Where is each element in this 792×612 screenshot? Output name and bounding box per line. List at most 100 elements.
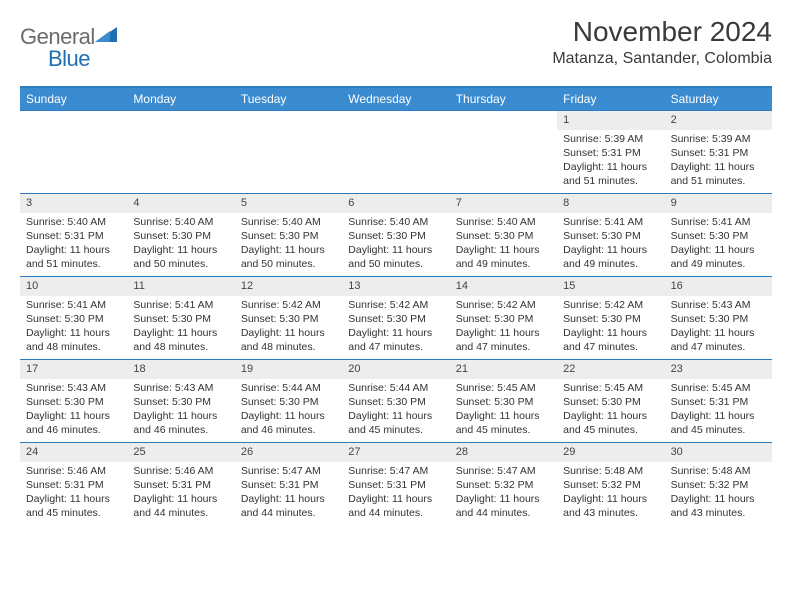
day-body: Sunrise: 5:47 AMSunset: 5:32 PMDaylight:… — [450, 462, 557, 525]
sunset-text: Sunset: 5:31 PM — [241, 478, 336, 492]
day-number: 7 — [450, 194, 557, 213]
day-body: Sunrise: 5:40 AMSunset: 5:30 PMDaylight:… — [450, 213, 557, 276]
daylight-text: Daylight: 11 hours and 44 minutes. — [456, 492, 551, 520]
day-number: 21 — [450, 360, 557, 379]
sunset-text: Sunset: 5:30 PM — [241, 229, 336, 243]
day-cell: 29Sunrise: 5:48 AMSunset: 5:32 PMDayligh… — [557, 443, 664, 525]
day-body: Sunrise: 5:45 AMSunset: 5:31 PMDaylight:… — [665, 379, 772, 442]
day-cell: . — [127, 111, 234, 193]
day-number: 26 — [235, 443, 342, 462]
day-header-wed: Wednesday — [342, 88, 449, 110]
daylight-text: Daylight: 11 hours and 45 minutes. — [456, 409, 551, 437]
daylight-text: Daylight: 11 hours and 45 minutes. — [563, 409, 658, 437]
day-cell: 21Sunrise: 5:45 AMSunset: 5:30 PMDayligh… — [450, 360, 557, 442]
day-number: 20 — [342, 360, 449, 379]
calendar-page: General November 2024 Matanza, Santander… — [0, 0, 792, 541]
week-row: 3 Sunrise: 5:40 AM Sunset: 5:31 PM Daylight… — [20, 193, 772, 276]
sunset-text: Sunset: 5:30 PM — [26, 312, 121, 326]
sunset-text: Sunset: 5:30 PM — [348, 312, 443, 326]
day-body: Sunrise: 5:42 AMSunset: 5:30 PMDaylight:… — [342, 296, 449, 359]
day-number: 22 — [557, 360, 664, 379]
day-body: Sunrise: 5:47 AMSunset: 5:31 PMDaylight:… — [342, 462, 449, 525]
daylight-text: Daylight: 11 hours and 51 minutes. — [671, 160, 766, 188]
day-number: 3 — [20, 194, 127, 213]
day-cell: 9Sunrise: 5:41 AMSunset: 5:30 PMDaylight… — [665, 194, 772, 276]
day-body: Sunrise: 5:43 AMSunset: 5:30 PMDaylight:… — [20, 379, 127, 442]
sunset-text: Sunset: 5:32 PM — [671, 478, 766, 492]
day-body: Sunrise: 5:44 AMSunset: 5:30 PMDaylight:… — [235, 379, 342, 442]
day-number: 19 — [235, 360, 342, 379]
title-block: November 2024 Matanza, Santander, Colomb… — [552, 16, 772, 68]
sunset-text: Sunset: 5:32 PM — [456, 478, 551, 492]
sunrise-text: Sunrise: 5:42 AM — [563, 298, 658, 312]
daylight-text: Daylight: 11 hours and 44 minutes. — [241, 492, 336, 520]
day-cell: 2Sunrise: 5:39 AMSunset: 5:31 PMDaylight… — [665, 111, 772, 193]
daylight-text: Daylight: 11 hours and 50 minutes. — [133, 243, 228, 271]
day-cell: 18Sunrise: 5:43 AMSunset: 5:30 PMDayligh… — [127, 360, 234, 442]
day-body: Sunrise: 5:45 AMSunset: 5:30 PMDaylight:… — [450, 379, 557, 442]
day-body: Sunrise: 5:41 AMSunset: 5:30 PMDaylight:… — [20, 296, 127, 359]
day-cell: 22Sunrise: 5:45 AMSunset: 5:30 PMDayligh… — [557, 360, 664, 442]
location-text: Matanza, Santander, Colombia — [552, 50, 772, 68]
day-header-sat: Saturday — [665, 88, 772, 110]
sunset-text: Sunset: 5:30 PM — [563, 229, 658, 243]
sunrise-text: Sunrise: 5:44 AM — [241, 381, 336, 395]
day-number: 1 — [557, 111, 664, 130]
day-body: Sunrise: 5:41 AMSunset: 5:30 PMDaylight:… — [665, 213, 772, 276]
sunrise-text: Sunrise: 5:45 AM — [456, 381, 551, 395]
day-number: 29 — [557, 443, 664, 462]
day-body: Sunrise: 5:48 AMSunset: 5:32 PMDaylight:… — [665, 462, 772, 525]
sunset-text: Sunset: 5:30 PM — [348, 229, 443, 243]
week-row: 10Sunrise: 5:41 AMSunset: 5:30 PMDayligh… — [20, 276, 772, 359]
weeks-container: .....1Sunrise: 5:39 AMSunset: 5:31 PMDay… — [20, 110, 772, 525]
sunrise-text: Sunrise: 5:42 AM — [241, 298, 336, 312]
day-cell: . — [450, 111, 557, 193]
sunrise-text: Sunrise: 5:46 AM — [26, 464, 121, 478]
day-number: 12 — [235, 277, 342, 296]
day-number: 6 — [342, 194, 449, 213]
sunrise-text: Sunrise: 5:40 AM — [456, 215, 551, 229]
day-body: Sunrise: 5:39 AMSunset: 5:31 PMDaylight:… — [665, 130, 772, 193]
sunset-text: Sunset: 5:30 PM — [348, 395, 443, 409]
daylight-text: Daylight: 11 hours and 46 minutes. — [241, 409, 336, 437]
sunrise-text: Sunrise: 5:43 AM — [26, 381, 121, 395]
day-number: 14 — [450, 277, 557, 296]
day-cell: 8Sunrise: 5:41 AMSunset: 5:30 PMDaylight… — [557, 194, 664, 276]
daylight-text: Daylight: 11 hours and 48 minutes. — [26, 326, 121, 354]
day-header-fri: Friday — [557, 88, 664, 110]
day-cell: 19Sunrise: 5:44 AMSunset: 5:30 PMDayligh… — [235, 360, 342, 442]
day-body: Sunrise: 5:43 AMSunset: 5:30 PMDaylight:… — [127, 379, 234, 442]
day-cell: . — [342, 111, 449, 193]
daylight-text: Daylight: 11 hours and 45 minutes. — [26, 492, 121, 520]
daylight-text: Daylight: 11 hours and 43 minutes. — [671, 492, 766, 520]
daylight-text: Daylight: 11 hours and 49 minutes. — [563, 243, 658, 271]
sunset-text: Sunset: 5:31 PM — [133, 478, 228, 492]
sunset-text: Sunset: 5:31 PM — [671, 146, 766, 160]
day-cell: 4Sunrise: 5:40 AMSunset: 5:30 PMDaylight… — [127, 194, 234, 276]
sunrise-text: Sunrise: 5:41 AM — [26, 298, 121, 312]
daylight-text: Daylight: 11 hours and 44 minutes. — [348, 492, 443, 520]
daylight-text: Daylight: 11 hours and 43 minutes. — [563, 492, 658, 520]
sunrise-text: Sunrise: 5:47 AM — [456, 464, 551, 478]
sunset-text: Sunset: 5:30 PM — [456, 229, 551, 243]
sunrise-text: Sunrise: 5:44 AM — [348, 381, 443, 395]
sunrise-text: Sunrise: 5:41 AM — [563, 215, 658, 229]
week-row: .....1Sunrise: 5:39 AMSunset: 5:31 PMDay… — [20, 110, 772, 193]
day-header-thu: Thursday — [450, 88, 557, 110]
day-cell: 5Sunrise: 5:40 AMSunset: 5:30 PMDaylight… — [235, 194, 342, 276]
day-number: 27 — [342, 443, 449, 462]
sunrise-text: Sunrise: 5:40 AM — [133, 215, 228, 229]
sunset-text: Sunset: 5:31 PM — [26, 229, 121, 243]
day-cell: 13Sunrise: 5:42 AMSunset: 5:30 PMDayligh… — [342, 277, 449, 359]
sunset-text: Sunset: 5:31 PM — [563, 146, 658, 160]
daylight-text: Daylight: 11 hours and 44 minutes. — [133, 492, 228, 520]
day-cell: 24Sunrise: 5:46 AMSunset: 5:31 PMDayligh… — [20, 443, 127, 525]
daylight-text: Daylight: 11 hours and 51 minutes. — [563, 160, 658, 188]
daylight-text: Daylight: 11 hours and 47 minutes. — [671, 326, 766, 354]
day-number: 16 — [665, 277, 772, 296]
sunset-text: Sunset: 5:30 PM — [133, 312, 228, 326]
day-number: 30 — [665, 443, 772, 462]
sunrise-text: Sunrise: 5:41 AM — [133, 298, 228, 312]
sunrise-text: Sunrise: 5:39 AM — [563, 132, 658, 146]
day-cell: 12Sunrise: 5:42 AMSunset: 5:30 PMDayligh… — [235, 277, 342, 359]
